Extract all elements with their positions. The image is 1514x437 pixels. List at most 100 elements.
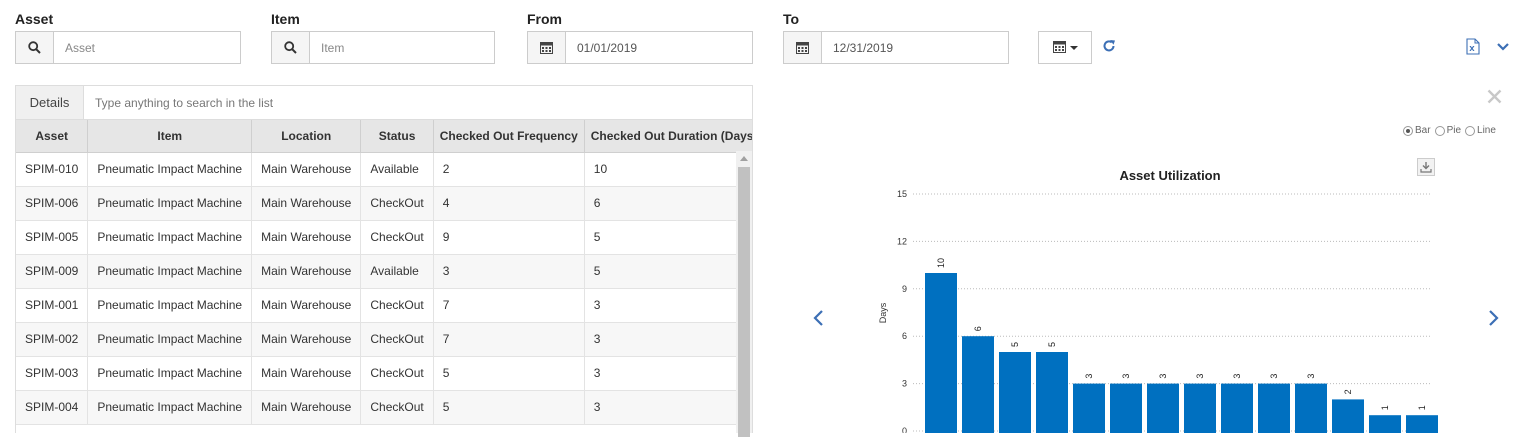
table-row[interactable]: SPIM-005 Pneumatic Impact Machine Main War… [16,220,752,255]
asset-search-input[interactable]: Asset [65,40,96,55]
date-range-dropdown-button[interactable] [1038,31,1092,64]
table-cell-status: CheckOut [360,356,434,391]
bar-data-label: 5 [1010,342,1020,347]
scroll-up-icon[interactable] [740,156,748,161]
column-header-status[interactable]: Status [360,120,434,153]
y-tick-label: 3 [902,379,907,389]
chart-bar[interactable] [1036,352,1068,433]
item-search-field[interactable]: Item [271,31,495,64]
close-icon[interactable] [1487,89,1502,107]
radio-pie[interactable] [1434,125,1445,136]
table-cell-checked-out-frequency: 4 [433,186,585,221]
table-row[interactable]: SPIM-003 Pneumatic Impact Machine Main War… [16,356,752,391]
chart-bar[interactable] [1332,399,1364,433]
table-row[interactable]: SPIM-004 Pneumatic Impact Machine Main War… [16,390,752,425]
table-row[interactable]: SPIM-001 Pneumatic Impact Machine Main War… [16,288,752,323]
chart-bar[interactable] [1369,415,1401,433]
table-cell-checked-out-frequency: 5 [433,390,585,425]
item-search-input[interactable]: Item [321,40,345,55]
download-icon[interactable] [1417,158,1435,176]
asset-filter-label: Asset [15,11,54,27]
chart-bar[interactable] [1184,383,1216,433]
table-cell-checked-out-frequency: 9 [433,220,585,255]
column-header-item[interactable]: Item [87,120,253,153]
bar-data-label: 3 [1195,374,1205,379]
table-cell-location: Main Warehouse [251,152,362,187]
table-row[interactable]: SPIM-002 Pneumatic Impact Machine Main War… [16,322,752,357]
refresh-icon[interactable] [1102,39,1116,56]
table-cell-location: Main Warehouse [251,288,362,323]
bar-data-label: 3 [1269,374,1279,379]
chevron-left-icon[interactable] [812,309,824,330]
table-header-row: Asset Item Location Status Checked Out Frequ… [16,120,752,153]
table-cell-asset: SPIM-004 [16,390,89,425]
chart-type-bar[interactable]: Bar [1403,125,1431,136]
chart-bar[interactable] [1258,383,1290,433]
chart-type-pie[interactable]: Pie [1434,125,1461,136]
table-cell-status: CheckOut [360,220,434,255]
asset-search-field[interactable]: Asset [15,31,241,64]
from-date-input[interactable]: 01/01/2019 [577,40,638,55]
y-tick-label: 12 [897,236,907,246]
column-header-asset[interactable]: Asset [16,120,89,153]
chart-type-line[interactable]: Line [1465,125,1496,136]
table-cell-location: Main Warehouse [251,356,362,391]
svg-text:X: X [1469,45,1475,53]
search-icon[interactable] [16,32,54,63]
to-date-input[interactable]: 12/31/2019 [833,40,894,55]
bar-data-label: 3 [1158,374,1168,379]
table-cell-asset: SPIM-006 [16,186,89,221]
chevron-down-icon[interactable] [1496,41,1510,55]
chart-bar[interactable] [1073,383,1105,433]
table-cell-item: Pneumatic Impact Machine [87,152,253,187]
grid-search-input[interactable]: Type anything to search in the list [95,95,274,110]
table-row[interactable]: SPIM-006 Pneumatic Impact Machine Main War… [16,186,752,221]
excel-export-icon[interactable]: X [1466,38,1480,58]
table-cell-asset: SPIM-005 [16,220,89,255]
chart-bar[interactable] [1110,383,1142,433]
to-date-field[interactable]: 12/31/2019 [783,31,1009,64]
table-row[interactable]: SPIM-009 Pneumatic Impact Machine Main War… [16,254,752,289]
column-header-location[interactable]: Location [251,120,362,153]
radio-line[interactable] [1465,125,1476,136]
calendar-icon[interactable] [528,32,566,63]
table-cell-item: Pneumatic Impact Machine [87,322,253,357]
chart-bar[interactable] [962,336,994,433]
table-cell-checked-out-frequency: 7 [433,288,585,323]
bar-data-label: 1 [1380,405,1390,410]
scrollbar-thumb[interactable] [738,167,750,437]
chart-bar[interactable] [999,352,1031,433]
chart-type-selector: Bar Pie Line [1403,125,1496,136]
table-cell-item: Pneumatic Impact Machine [87,220,253,255]
tab-details[interactable]: Details [16,86,84,119]
table-row[interactable]: SPIM-010 Pneumatic Impact Machine Main War… [16,152,752,187]
table-cell-location: Main Warehouse [251,390,362,425]
table-cell-checked-out-duration: 3 [584,322,752,357]
search-icon[interactable] [272,32,310,63]
bar-data-label: 3 [1084,374,1094,379]
column-header-checked-out-duration[interactable]: Checked Out Duration (Days) [584,120,752,153]
table-cell-checked-out-duration: 6 [584,186,752,221]
chevron-right-icon[interactable] [1488,309,1500,330]
table-cell-checked-out-duration: 3 [584,390,752,425]
from-date-field[interactable]: 01/01/2019 [527,31,753,64]
chart-bar[interactable] [925,273,957,433]
bar-data-label: 3 [1232,374,1242,379]
chart-bar[interactable] [1147,383,1179,433]
chart-bar[interactable] [1295,383,1327,433]
radio-bar[interactable] [1403,125,1413,136]
grid-scrollbar[interactable] [736,151,752,437]
column-header-checked-out-frequency[interactable]: Checked Out Frequency [433,120,585,153]
bar-data-label: 1 [1417,405,1427,410]
from-date-label: From [527,11,562,27]
table-cell-asset: SPIM-001 [16,288,89,323]
table-cell-status: Available [360,152,434,187]
chart-bar[interactable] [1406,415,1438,433]
table-cell-checked-out-frequency: 3 [433,254,585,289]
bar-data-label: 5 [1047,342,1057,347]
chart-bar[interactable] [1221,383,1253,433]
calendar-icon[interactable] [784,32,822,63]
y-tick-label: 15 [897,189,907,199]
y-tick-label: 0 [902,426,907,433]
